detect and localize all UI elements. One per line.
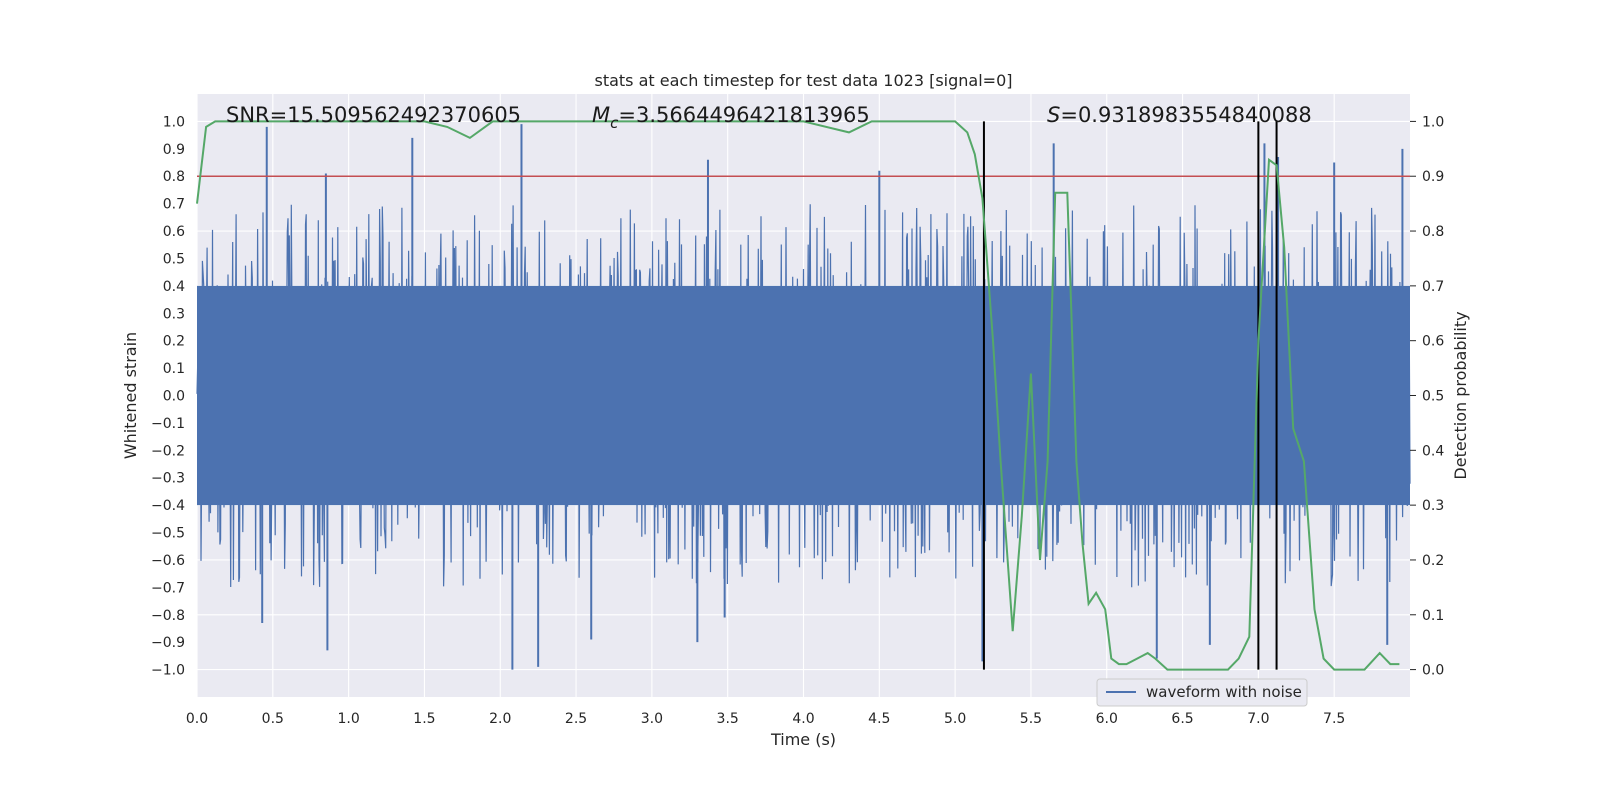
s-symbol: S	[1047, 103, 1060, 127]
x-tick-label: 0.0	[186, 711, 208, 727]
y-tick-label: 0.1	[163, 361, 185, 377]
y-tick-label: −0.7	[151, 580, 185, 596]
x-tick-label: 1.5	[413, 711, 435, 727]
x-tick-label: 6.5	[1171, 711, 1193, 727]
x-tick-label: 1.0	[337, 711, 359, 727]
y2-tick-label: 0.5	[1422, 389, 1444, 405]
y-tick-label: 1.0	[163, 114, 185, 130]
legend: waveform with noise	[1096, 678, 1308, 707]
probability-series-line	[196, 120, 1400, 671]
x-tick-label: 0.5	[262, 711, 284, 727]
x-tick-label: 2.5	[565, 711, 587, 727]
x-tick-label: 2.0	[489, 711, 511, 727]
y-tick-label: 0.4	[163, 279, 185, 295]
x-tick-label: 4.0	[792, 711, 814, 727]
y2-tick-label: 0.3	[1422, 498, 1444, 514]
y-tick-label: −0.3	[151, 471, 185, 487]
y-tick-label: 0.7	[163, 197, 185, 213]
y-tick-label: −0.4	[151, 498, 185, 514]
x-axis-label: Time (s)	[770, 730, 836, 749]
mc-value: =3.5664496421813965	[618, 103, 869, 127]
y2-tick-label: 0.7	[1422, 279, 1444, 295]
waveform-series	[196, 124, 1411, 670]
legend-box	[1096, 678, 1308, 707]
x-tick-label: 7.0	[1247, 711, 1269, 727]
x-tick-label: 3.0	[641, 711, 663, 727]
x-tick-label: 5.5	[1020, 711, 1042, 727]
y2-tick-label: 0.4	[1422, 443, 1444, 459]
mc-symbol: M	[592, 103, 610, 127]
y-tick-label: 0.0	[163, 389, 185, 405]
y-tick-label: 0.8	[163, 169, 185, 185]
y-axis-label: Whitened strain	[121, 332, 140, 459]
y-tick-label: 0.3	[163, 306, 185, 322]
y-tick-label: 0.5	[163, 251, 185, 267]
x-tick-label: 6.0	[1096, 711, 1118, 727]
mc-subscript: c	[610, 114, 619, 132]
y-tick-label: −0.2	[151, 443, 185, 459]
y-tick-label: −1.0	[151, 663, 185, 679]
right-y-ticks: 1.0 0.9 0.8 0.7 0.6 0.5 0.4 0.3 0.2 0.1 0.0	[1410, 114, 1444, 679]
x-tick-label: 7.5	[1323, 711, 1345, 727]
s-annotation: S=0.9318983554840088	[1047, 103, 1312, 127]
chart-title: stats at each timestep for test data 102…	[594, 71, 1012, 90]
y-tick-label: 0.2	[163, 334, 185, 350]
y-tick-label: −0.9	[151, 635, 185, 651]
waveform-band	[197, 285, 1410, 506]
y-tick-label: 0.6	[163, 224, 185, 240]
s-value: =0.9318983554840088	[1060, 103, 1311, 127]
y-tick-label: −0.1	[151, 416, 185, 432]
y-tick-label: −0.8	[151, 608, 185, 624]
x-tick-label: 5.0	[944, 711, 966, 727]
snr-annotation: SNR=15.509562492370605	[226, 103, 521, 127]
y2-axis-label: Detection probability	[1451, 311, 1470, 479]
chirp-mass-annotation: Mc=3.5664496421813965	[592, 103, 870, 132]
y2-tick-label: 0.0	[1422, 663, 1444, 679]
x-tick-label: 3.5	[717, 711, 739, 727]
left-y-ticks: 1.0 0.9 0.8 0.7 0.6 0.5 0.4 0.3 0.2 0.1 0.0 −0.1 −0.…	[151, 114, 185, 678]
y2-tick-label: 0.9	[1422, 169, 1444, 185]
legend-label: waveform with noise	[1146, 683, 1302, 701]
y2-tick-label: 0.2	[1422, 553, 1444, 569]
y2-tick-label: 0.8	[1422, 224, 1444, 240]
y2-tick-label: 0.1	[1422, 608, 1444, 624]
x-ticks: 0.0 0.5 1.0 1.5 2.0 2.5 3.0 3.5 4.0 4.5 5.0 5.5 6.0 6…	[186, 711, 1345, 727]
y-tick-label: 0.9	[163, 142, 185, 158]
y2-tick-label: 1.0	[1422, 114, 1444, 130]
y2-tick-label: 0.6	[1422, 334, 1444, 350]
y-tick-label: −0.6	[151, 553, 185, 569]
y-tick-label: −0.5	[151, 526, 185, 542]
x-tick-label: 4.5	[868, 711, 890, 727]
